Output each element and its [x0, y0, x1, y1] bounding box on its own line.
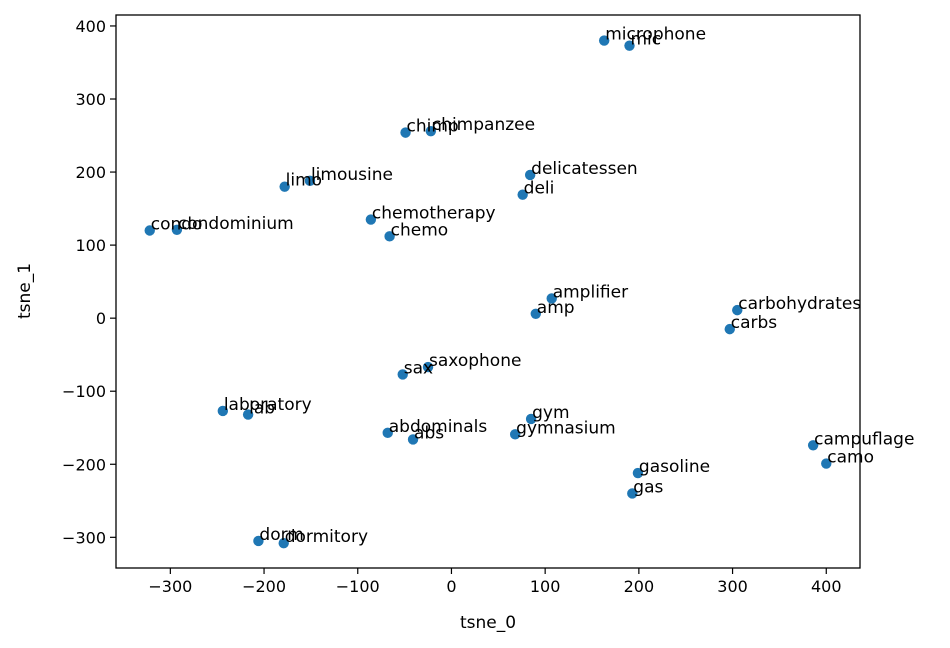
point-label: carbs	[731, 313, 778, 333]
plot-frame	[115, 14, 861, 569]
x-tick-label: −300	[148, 577, 192, 596]
data-point	[400, 127, 411, 138]
data-point	[821, 458, 832, 469]
point-label: lab	[249, 399, 275, 419]
data-point	[242, 409, 254, 420]
point-label: camo	[827, 448, 874, 468]
data-point	[530, 308, 541, 319]
y-tick-label: 0	[96, 309, 106, 328]
point-label: abs	[414, 423, 444, 443]
point-label: amplifier	[553, 282, 628, 302]
data-point	[598, 35, 610, 46]
data-point	[624, 40, 635, 51]
point-label: amp	[537, 298, 575, 318]
y-axis-label: tsne_1	[15, 263, 35, 319]
data-point	[546, 293, 557, 304]
point-label: condo	[151, 215, 203, 235]
x-tick-label: −100	[336, 577, 380, 596]
y-tick-label: −300	[62, 528, 106, 547]
point-label: microphone	[605, 25, 706, 45]
point-label: carbohydrates	[738, 294, 861, 314]
point-label: condominium	[178, 214, 294, 234]
point-label: abdominals	[389, 417, 488, 437]
point-label: limo	[286, 171, 322, 191]
data-point	[304, 175, 316, 187]
point-label: gasoline	[639, 457, 710, 477]
x-tick-label: 0	[446, 577, 456, 596]
data-point	[525, 413, 537, 425]
y-tick-label: −200	[62, 455, 106, 474]
y-tick-label: 200	[75, 163, 106, 182]
data-point	[632, 467, 644, 479]
data-point	[253, 535, 264, 547]
data-point	[509, 429, 521, 440]
point-label: chimpanzee	[432, 115, 535, 135]
x-tick-label: −200	[242, 577, 286, 596]
x-tick-label: 200	[624, 577, 655, 596]
data-point	[365, 214, 377, 225]
data-point	[422, 361, 434, 373]
data-point	[627, 488, 638, 499]
point-label: campuflage	[814, 429, 914, 449]
data-point	[407, 434, 419, 445]
point-label: deli	[524, 179, 555, 199]
data-point	[278, 537, 289, 549]
point-label: chemotherapy	[372, 204, 496, 224]
point-label: gymnasium	[516, 418, 616, 438]
point-label: gas	[633, 477, 663, 497]
axis-ticks: −300 −200 −100 0 100 200 300 400 −300 −200 −100 0 10…	[62, 17, 841, 596]
data-point	[217, 405, 229, 417]
point-label: chimp	[407, 117, 459, 137]
y-tick-label: −100	[62, 382, 106, 401]
data-point	[517, 189, 528, 200]
y-tick-label: 300	[75, 90, 106, 109]
x-tick-label: 400	[811, 577, 842, 596]
data-point	[724, 323, 735, 335]
x-tick-label: 100	[530, 577, 561, 596]
y-tick-label: 400	[75, 17, 106, 36]
data-points	[144, 35, 832, 549]
data-point	[807, 440, 819, 451]
x-axis-label: tsne_0	[460, 613, 516, 633]
point-label: saxophone	[429, 351, 521, 371]
point-label: laboratory	[224, 395, 312, 415]
data-point	[524, 169, 536, 181]
data-point	[425, 125, 437, 137]
point-label: mic	[630, 30, 661, 50]
point-label: gym	[532, 403, 569, 423]
point-label: chemo	[391, 220, 449, 240]
data-point	[279, 181, 290, 192]
x-tick-label: 300	[717, 577, 748, 596]
data-point	[171, 224, 183, 235]
data-point	[382, 427, 393, 439]
data-point	[397, 369, 408, 380]
data-point	[732, 304, 743, 316]
point-label: limousine	[311, 165, 393, 185]
point-label: delicatessen	[531, 159, 638, 179]
point-label: sax	[404, 358, 433, 378]
point-label: dorm	[259, 525, 303, 545]
y-tick-label: 100	[75, 236, 106, 255]
data-point	[144, 225, 155, 236]
point-label: dormitory	[285, 527, 368, 547]
data-point	[384, 231, 395, 242]
